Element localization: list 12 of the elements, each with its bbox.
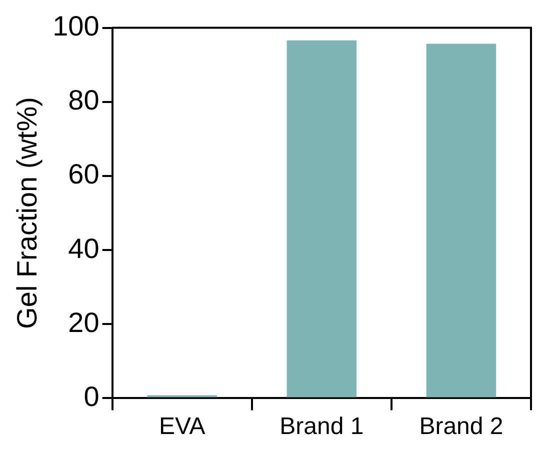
y-tick-label: 0 <box>84 380 100 412</box>
y-tick-label: 40 <box>68 232 100 264</box>
y-axis-title: Gel Fraction (wt%) <box>12 97 43 329</box>
bar <box>426 44 496 398</box>
y-tick-label: 20 <box>68 306 100 338</box>
bar <box>286 40 357 398</box>
y-tick-label: 100 <box>52 10 100 42</box>
y-tick-label: 80 <box>68 84 100 116</box>
y-tick-label: 60 <box>68 158 100 190</box>
x-tick-label: Brand 1 <box>280 413 364 440</box>
x-tick-label: EVA <box>158 413 206 440</box>
x-tick-label: Brand 2 <box>419 413 504 440</box>
